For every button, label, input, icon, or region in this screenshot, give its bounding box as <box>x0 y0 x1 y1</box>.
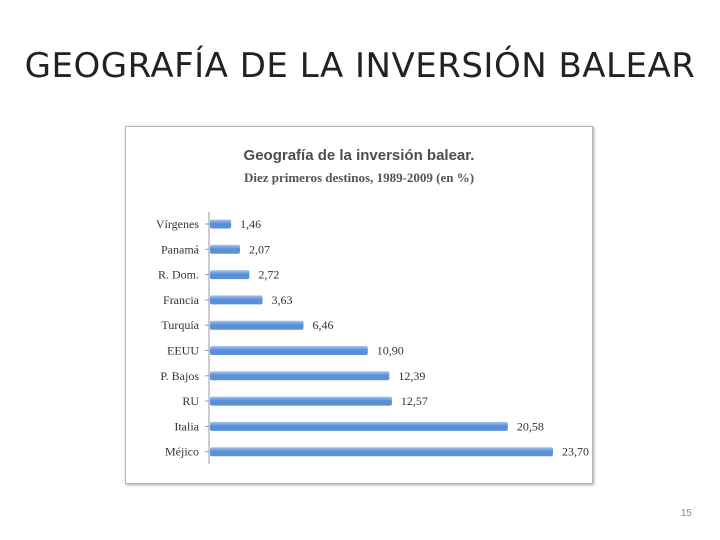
category-label: Panamá <box>161 242 200 256</box>
bar <box>210 447 553 457</box>
value-label: 12,57 <box>401 394 428 408</box>
value-label: 2,07 <box>249 242 270 256</box>
chart-title: Geografía de la inversión balear. <box>243 147 475 164</box>
chart-subtitle: Diez primeros destinos, 1989-2009 (en %) <box>243 170 475 185</box>
value-label: 3,63 <box>272 293 293 307</box>
bar <box>210 421 508 431</box>
value-label: 10,90 <box>377 344 404 358</box>
value-label: 20,58 <box>517 419 544 433</box>
category-label: P. Bajos <box>160 369 199 383</box>
category-label: Turquía <box>161 318 199 332</box>
page-number: 15 <box>680 508 692 519</box>
category-label: Méjico <box>165 445 199 459</box>
category-label: Italia <box>174 419 199 433</box>
bar-chart: Vírgenes 1,46 Panamá 2,07 R. Dom. 2,72 Francia… <box>156 212 589 464</box>
slide-title: GEOGRAFÍA DE LA INVERSIÓN BALEAR <box>24 46 696 86</box>
value-label: 6,46 <box>312 318 333 332</box>
category-label: Vírgenes <box>156 217 199 231</box>
value-label: 2,72 <box>258 268 279 282</box>
bar <box>210 219 232 229</box>
bar <box>210 320 304 330</box>
value-label: 1,46 <box>240 217 261 231</box>
category-label: EEUU <box>167 344 199 358</box>
value-label: 23,70 <box>562 445 589 459</box>
bar <box>210 396 392 406</box>
value-label: 12,39 <box>398 369 425 383</box>
bar <box>210 346 368 355</box>
category-label: RU <box>182 394 199 408</box>
chart-frame: Geografía de la inversión balear. Diez p… <box>125 126 593 484</box>
bar <box>210 295 263 305</box>
bar <box>210 270 250 280</box>
category-label: Francia <box>163 293 200 307</box>
bar <box>210 244 240 254</box>
bar <box>210 371 390 381</box>
category-label: R. Dom. <box>158 268 199 282</box>
